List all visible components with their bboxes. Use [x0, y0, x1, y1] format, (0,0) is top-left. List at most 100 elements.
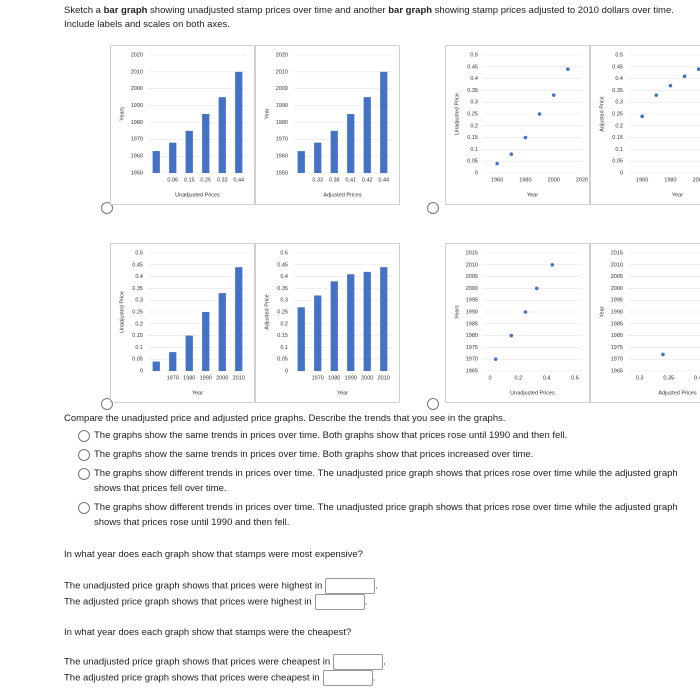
text: The unadjusted price graph shows that pr… [64, 580, 323, 592]
y-tick-label: 1990 [611, 309, 623, 315]
mini-chart: 0 0.05 0.1 0.15 0.2 0.25 0.3 0.35 0.4 0.45 0.5 Adju… [590, 45, 700, 205]
chart-border [445, 243, 590, 403]
y-tick-label: 0.15 [277, 333, 288, 339]
input[interactable] [333, 654, 384, 670]
y-tick-label: 0.35 [277, 286, 288, 292]
y-tick-label: 0.5 [135, 250, 143, 256]
x-tick-label: 1980 [328, 375, 340, 381]
y-tick-label: 0.4 [470, 76, 478, 82]
y-tick-label: 0.35 [612, 88, 623, 94]
x-tick-label: 0.25 [200, 177, 211, 183]
y-tick-label: 1970 [276, 137, 288, 143]
x-axis-label: Adjusted Prices [658, 390, 696, 396]
y-tick-label: 1980 [131, 120, 143, 126]
y-tick-label: 0.2 [470, 123, 478, 129]
text: . [383, 656, 386, 668]
x-tick-label: 2020 [576, 177, 588, 183]
x-axis-label: Unadjusted Prices [175, 192, 220, 198]
y-tick-label: 0.1 [615, 147, 623, 153]
option-text[interactable]: The graphs show the same trends in price… [94, 449, 534, 460]
y-axis-label: Years [454, 305, 460, 319]
point [495, 161, 499, 166]
x-tick-label: 0.2 [515, 375, 523, 381]
y-tick-label: 0 [140, 368, 143, 374]
x-tick-label: 0.41 [345, 177, 356, 183]
y-axis-label: Year [599, 306, 605, 317]
y-tick-label: 1990 [131, 103, 143, 109]
y-tick-label: 0.3 [470, 100, 478, 106]
input[interactable] [325, 578, 376, 594]
y-tick-label: 2015 [611, 250, 623, 256]
point [523, 310, 528, 314]
bar [235, 267, 243, 371]
y-tick-label: 2005 [466, 274, 478, 280]
y-tick-label: 0.3 [615, 100, 623, 106]
y-tick-label: 1950 [276, 170, 288, 176]
y-tick-label: 0.15 [132, 333, 143, 339]
y-axis-label: Unadjusted Price [119, 291, 125, 333]
y-tick-label: 1995 [611, 298, 623, 304]
radio[interactable] [78, 449, 90, 461]
radio[interactable] [78, 502, 90, 514]
point [523, 135, 528, 140]
y-tick-label: 0.1 [280, 345, 288, 351]
radio[interactable] [78, 430, 90, 442]
x-tick-label: 0.3 [636, 375, 644, 381]
bar [202, 114, 210, 173]
point [550, 263, 555, 267]
x-axis-label: Year [672, 192, 683, 198]
radio[interactable] [427, 202, 439, 214]
x-tick-label: 0.44 [378, 177, 389, 183]
x-tick-label: 2000 [216, 375, 228, 381]
point [509, 152, 514, 156]
y-tick-label: 0.1 [135, 345, 143, 351]
y-tick-label: 2010 [276, 69, 288, 75]
y-axis-label: Adjusted Price [599, 96, 605, 131]
x-tick-label: 0.44 [233, 177, 244, 183]
input[interactable] [314, 594, 365, 610]
input[interactable] [322, 670, 373, 686]
text: The adjusted price graph shows that pric… [64, 672, 320, 684]
x-tick-label: 0.06 [167, 177, 178, 183]
y-tick-label: 1975 [611, 345, 623, 351]
x-tick-label: 1980 [664, 177, 676, 183]
option-text[interactable]: The graphs show different trends in pric… [94, 468, 678, 494]
y-tick-label: 0.4 [615, 76, 623, 82]
y-tick-label: 0.15 [612, 135, 623, 141]
y-tick-label: 0.1 [470, 147, 478, 153]
chart-border [445, 45, 590, 205]
option-text[interactable]: The graphs show the same trends in price… [94, 430, 568, 441]
text: bar graph [388, 5, 433, 16]
option-text[interactable]: The graphs show different trends in pric… [94, 502, 678, 528]
bar [297, 307, 305, 371]
x-axis-label: Unadjusted Prices [510, 390, 555, 396]
y-tick-label: 0 [475, 170, 478, 176]
y-tick-label: 1990 [276, 103, 288, 109]
y-tick-label: 2010 [611, 262, 623, 268]
bar [152, 151, 160, 173]
x-tick-label: 1970 [312, 375, 324, 381]
bar [363, 271, 371, 371]
chart-border [255, 45, 400, 205]
mini-chart: 0 0.05 0.1 0.15 0.2 0.25 0.3 0.35 0.4 0.45 0.5 Unad… [110, 243, 255, 403]
x-tick-label: 0.33 [312, 177, 323, 183]
y-tick-label: 1980 [276, 120, 288, 126]
radio[interactable] [427, 398, 439, 410]
radio[interactable] [101, 202, 113, 214]
point [696, 67, 700, 71]
radio[interactable] [78, 468, 90, 480]
y-tick-label: 1960 [276, 154, 288, 160]
x-tick-label: 1970 [167, 375, 179, 381]
bar [380, 267, 388, 371]
x-tick-label: 2000 [693, 177, 700, 183]
y-tick-label: 0.45 [132, 262, 143, 268]
y-tick-label: 0.05 [467, 159, 478, 165]
bar [202, 312, 210, 371]
y-tick-label: 0.2 [135, 321, 143, 327]
point [566, 67, 570, 71]
bar [152, 361, 160, 371]
y-tick-label: 1980 [611, 333, 623, 339]
text: showing unadjusted stamp prices over tim… [147, 5, 389, 16]
y-tick-label: 1970 [611, 357, 623, 363]
